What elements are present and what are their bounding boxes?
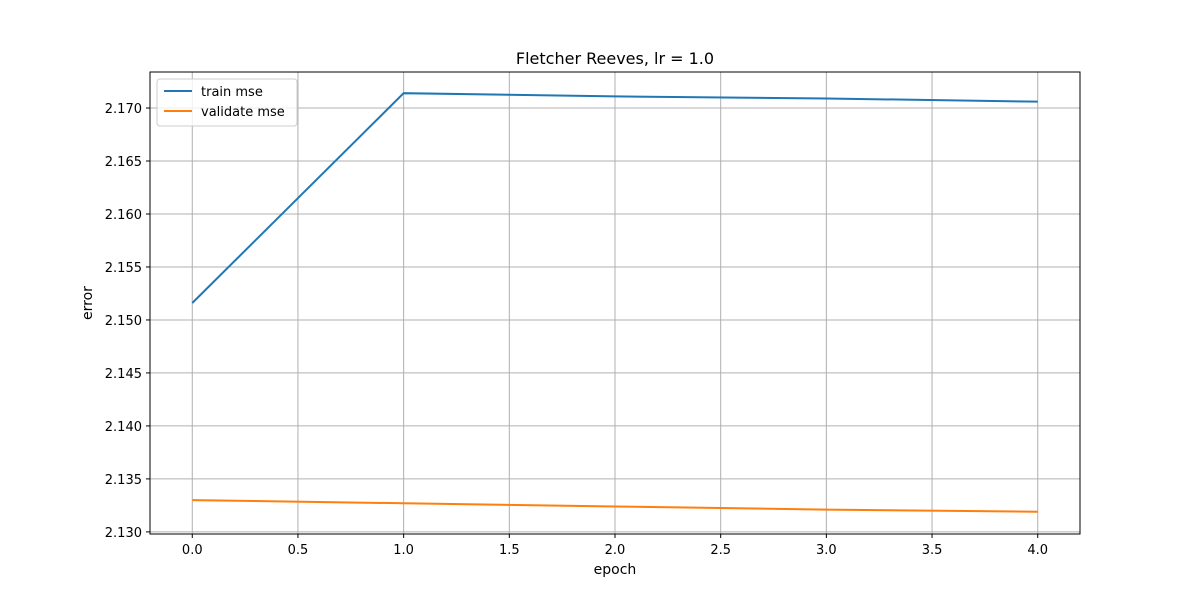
x-tick-label: 3.5 xyxy=(922,543,943,558)
x-tick-label: 0.0 xyxy=(182,543,203,558)
series-layer xyxy=(191,92,1038,513)
legend-label-validate-mse: validate mse xyxy=(201,105,285,120)
chart-title: Fletcher Reeves, lr = 1.0 xyxy=(516,49,714,68)
y-tick-label: 2.155 xyxy=(105,261,142,276)
x-tick-label: 2.5 xyxy=(710,543,731,558)
y-tick-label: 2.135 xyxy=(105,473,142,488)
legend-label-train-mse: train mse xyxy=(201,85,263,100)
legend: train mse validate mse xyxy=(156,78,298,127)
y-tick-label: 2.160 xyxy=(105,208,142,223)
x-tick-label: 1.0 xyxy=(393,543,414,558)
x-tick-label: 1.5 xyxy=(499,543,520,558)
y-axis-label: error xyxy=(80,286,96,320)
x-tick-label: 4.0 xyxy=(1027,543,1048,558)
y-tick-label: 2.150 xyxy=(105,314,142,329)
x-tick-label: 3.0 xyxy=(816,543,837,558)
y-axis: 2.130 2.135 2.140 2.145 2.150 2.155 2.160 2.165… xyxy=(105,102,150,541)
series-line-train-mse xyxy=(191,92,1038,304)
x-axis-label: epoch xyxy=(594,562,637,578)
x-tick-label: 2.0 xyxy=(605,543,626,558)
grid-layer xyxy=(150,72,1080,534)
y-tick-label: 2.130 xyxy=(105,526,142,541)
x-tick-label: 0.5 xyxy=(288,543,309,558)
y-tick-label: 2.170 xyxy=(105,102,142,117)
y-tick-label: 2.165 xyxy=(105,155,142,170)
x-axis: 0.0 0.5 1.0 1.5 2.0 2.5 3.0 3.5 4.0 xyxy=(182,534,1048,558)
y-tick-label: 2.145 xyxy=(105,367,142,382)
series-line-validate-mse xyxy=(192,499,1038,513)
y-tick-label: 2.140 xyxy=(105,420,142,435)
